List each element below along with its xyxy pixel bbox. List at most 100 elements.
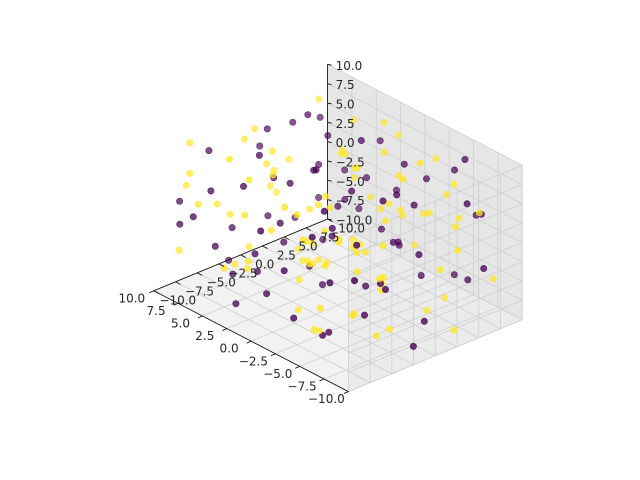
point-yellow <box>394 131 402 139</box>
point-yellow <box>182 181 190 189</box>
point-yellow <box>349 236 357 244</box>
grid-line <box>348 242 523 315</box>
point-yellow <box>361 248 369 256</box>
z-tick-label: 10.0 <box>336 59 363 73</box>
point-purple <box>357 137 365 145</box>
point-purple <box>320 207 328 215</box>
point-yellow <box>416 159 424 167</box>
z-tick-label: 2.5 <box>336 117 355 131</box>
point-yellow <box>315 95 323 103</box>
point-yellow <box>315 256 323 264</box>
point-purple <box>256 142 264 150</box>
point-yellow <box>244 265 252 273</box>
point-yellow <box>443 191 451 199</box>
y-tick-label: −2.5 <box>228 266 257 280</box>
point-yellow <box>411 241 419 249</box>
point-purple <box>263 290 271 298</box>
x-tick-mark <box>319 378 325 382</box>
point-yellow <box>452 223 460 231</box>
point-purple <box>257 227 265 235</box>
x-tick-mark <box>343 391 349 394</box>
point-yellow <box>349 116 357 124</box>
point-purple <box>328 224 336 232</box>
point-purple <box>464 276 472 284</box>
point-yellow <box>268 147 276 155</box>
point-yellow <box>269 171 277 179</box>
point-yellow <box>381 217 389 225</box>
point-purple <box>350 277 358 285</box>
grid-line <box>240 254 436 357</box>
point-yellow <box>281 203 289 211</box>
y-tick-label: −7.5 <box>185 284 214 298</box>
x-tick-label: 5.0 <box>171 317 190 331</box>
z-tick-mark <box>327 83 332 85</box>
point-purple <box>450 166 458 174</box>
point-yellow <box>298 257 306 265</box>
x-tick-mark <box>295 366 300 369</box>
point-yellow <box>251 125 259 133</box>
point-purple <box>207 187 215 195</box>
point-yellow <box>302 237 310 245</box>
x-tick-mark <box>173 303 179 306</box>
point-purple <box>255 151 263 159</box>
point-purple <box>189 213 197 221</box>
z-tick-mark <box>327 102 332 105</box>
point-yellow <box>379 242 387 250</box>
x-tick-label: −2.5 <box>239 354 268 368</box>
point-yellow <box>432 155 440 163</box>
point-yellow <box>226 155 234 163</box>
y-tick-mark <box>175 281 181 285</box>
x-tick-label: 10.0 <box>118 291 145 305</box>
x-tick-mark <box>149 290 154 294</box>
point-purple <box>176 220 184 228</box>
point-yellow <box>399 175 407 183</box>
point-yellow <box>266 182 274 190</box>
point-yellow <box>267 226 275 234</box>
point-yellow <box>396 206 404 214</box>
point-purple <box>316 113 324 121</box>
grid-line <box>327 218 523 321</box>
point-yellow <box>425 209 433 217</box>
x-tick-label: −7.5 <box>288 380 317 394</box>
point-yellow <box>315 327 323 335</box>
y-tick-label: 10.0 <box>338 222 365 236</box>
point-purple <box>315 194 323 202</box>
point-purple <box>318 281 326 289</box>
x-tick-label: 7.5 <box>147 304 166 318</box>
point-purple <box>328 232 336 240</box>
point-yellow <box>226 210 234 218</box>
x-tick-mark <box>246 340 252 344</box>
grid-line <box>177 231 353 304</box>
z-tick-label: 0.0 <box>336 136 355 150</box>
point-yellow <box>353 249 361 257</box>
point-purple <box>355 205 363 213</box>
point-purple <box>422 175 430 183</box>
point-yellow <box>316 304 324 312</box>
point-purple <box>326 279 334 287</box>
point-yellow <box>263 160 271 168</box>
tick-labels: −10.0−7.5−5.0−2.50.02.55.07.510.0 −10.0−7… <box>118 59 372 406</box>
x-tick-mark <box>197 315 203 319</box>
z-tick-mark <box>327 199 332 201</box>
point-yellow <box>366 193 374 201</box>
point-purple <box>463 200 471 208</box>
point-purple <box>377 225 385 233</box>
point-yellow <box>240 135 248 143</box>
point-yellow <box>285 155 293 163</box>
point-purple <box>341 166 349 174</box>
point-purple <box>363 174 371 182</box>
x-tick-label: 2.5 <box>195 329 214 343</box>
z-tick-mark <box>327 160 332 163</box>
point-yellow <box>349 312 357 320</box>
point-purple <box>324 132 332 140</box>
y-tick-label: 0.0 <box>255 257 274 271</box>
point-yellow <box>450 180 458 188</box>
y-tick-mark <box>283 236 290 240</box>
point-purple <box>280 238 288 246</box>
z-tick-label: 5.0 <box>336 98 355 112</box>
y-tick-label: −10.0 <box>159 293 196 307</box>
point-yellow <box>454 247 462 255</box>
point-purple <box>289 118 297 126</box>
grid-line <box>262 245 458 348</box>
